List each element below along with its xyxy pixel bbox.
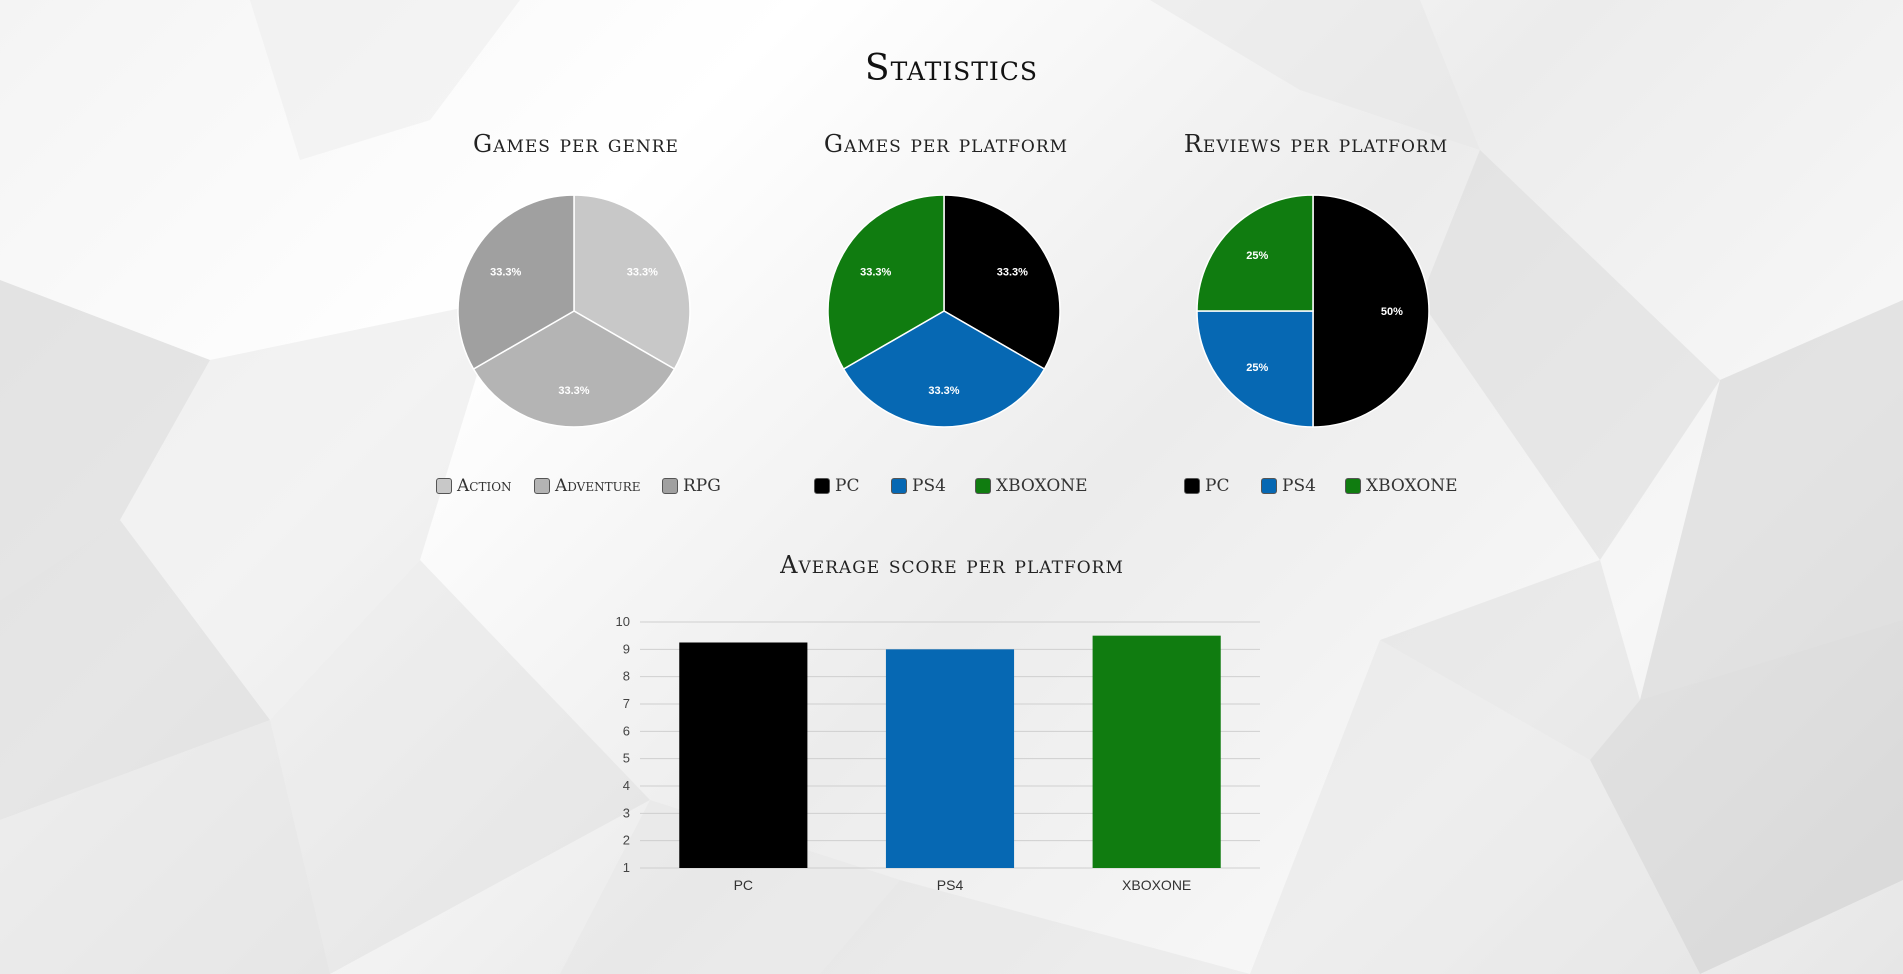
pie-slice-rpg[interactable]	[457, 194, 575, 371]
legend-swatch	[891, 478, 907, 494]
legend-label: PS4	[1282, 476, 1316, 496]
legend-label: XBOXONE	[1366, 476, 1458, 496]
legend-item-pc[interactable]: PC	[1184, 474, 1229, 498]
pie-value-label: 33.3%	[627, 267, 658, 279]
genre-pie-chart: 33.3% 33.3% 33.3%	[457, 194, 691, 428]
pie-slice-pc[interactable]	[943, 194, 1061, 371]
x-tick-label: PC	[734, 877, 753, 893]
platform-reviews-chart-title: Reviews per platform	[1183, 130, 1449, 158]
legend-label: Action	[457, 476, 512, 496]
genre-legend: Action Adventure RPG	[436, 474, 736, 498]
legend-swatch	[814, 478, 830, 494]
legend-item-pc[interactable]: PC	[814, 474, 859, 498]
legend-label: PC	[835, 476, 860, 496]
pie-value-label: 25%	[1246, 362, 1268, 374]
pie-value-label: 33.3%	[558, 385, 589, 397]
y-tick-label: 1	[623, 860, 630, 875]
platform-games-chart-title: Games per platform	[823, 130, 1069, 158]
average-score-bar-chart: 1 2 3 4 5 6 7 8 9 10 PC PS4 XBOXONE	[616, 614, 1260, 893]
legend-swatch	[662, 478, 678, 494]
pie-slice-xboxone[interactable]	[827, 194, 945, 371]
pie-value-label: 33.3%	[997, 267, 1028, 279]
legend-item-adventure[interactable]: Adventure	[534, 474, 641, 498]
pie-slice-xboxone[interactable]	[1196, 194, 1314, 312]
bar-ps4[interactable]	[885, 649, 1015, 868]
y-tick-label: 2	[623, 833, 630, 848]
y-tick-label: 10	[616, 614, 630, 629]
bar-pc[interactable]	[679, 642, 808, 869]
legend-item-action[interactable]: Action	[436, 474, 512, 498]
legend-swatch	[534, 478, 550, 494]
legend-item-rpg[interactable]: RPG	[662, 474, 721, 498]
average-score-chart-title: Average score per platform	[780, 551, 1124, 579]
legend-label: XBOXONE	[996, 476, 1088, 496]
genre-chart-title: Games per genre	[473, 130, 679, 158]
legend-item-xboxone[interactable]: XBOXONE	[975, 474, 1088, 498]
legend-label: RPG	[683, 476, 721, 496]
pie-value-label: 33.3%	[860, 267, 891, 279]
legend-item-ps4[interactable]: PS4	[891, 474, 946, 498]
pie-value-label: 33.3%	[928, 385, 959, 397]
legend-label: PC	[1205, 476, 1230, 496]
y-tick-label: 6	[623, 723, 630, 738]
legend-label: PS4	[912, 476, 946, 496]
legend-item-xboxone[interactable]: XBOXONE	[1345, 474, 1458, 498]
bar-xboxone[interactable]	[1092, 635, 1221, 868]
y-tick-label: 4	[623, 778, 630, 793]
legend-item-ps4[interactable]: PS4	[1261, 474, 1316, 498]
pie-value-label: 33.3%	[490, 267, 521, 279]
x-tick-label: PS4	[937, 877, 964, 893]
pie-slice-ps4[interactable]	[1196, 310, 1314, 428]
pie-slice-action[interactable]	[573, 194, 691, 371]
legend-swatch	[436, 478, 452, 494]
y-tick-label: 7	[623, 696, 630, 711]
pie-value-label: 50%	[1381, 306, 1403, 318]
pie-slice-pc[interactable]	[1312, 194, 1430, 428]
page-title: Statistics	[864, 48, 1039, 89]
legend-swatch	[1345, 478, 1361, 494]
y-tick-label: 3	[623, 805, 630, 820]
legend-swatch	[975, 478, 991, 494]
y-tick-label: 8	[623, 669, 630, 684]
x-tick-label: XBOXONE	[1122, 877, 1191, 893]
legend-swatch	[1184, 478, 1200, 494]
platform-games-legend: PC PS4 XBOXONE	[814, 474, 1114, 498]
y-tick-label: 9	[623, 641, 630, 656]
legend-swatch	[1261, 478, 1277, 494]
legend-label: Adventure	[555, 476, 641, 496]
y-tick-label: 5	[623, 751, 630, 766]
platform-games-pie-chart: 33.3% 33.3% 33.3%	[827, 194, 1061, 428]
platform-reviews-pie-chart: 50% 25% 25%	[1196, 194, 1430, 428]
platform-reviews-legend: PC PS4 XBOXONE	[1184, 474, 1484, 498]
pie-value-label: 25%	[1246, 250, 1268, 262]
